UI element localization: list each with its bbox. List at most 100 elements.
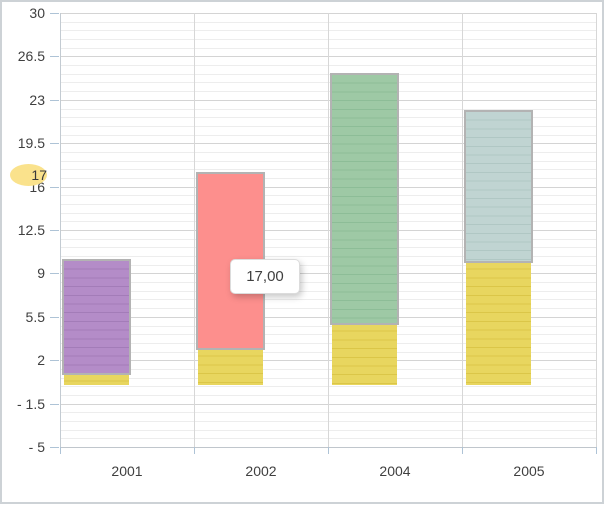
y-axis-tick [50,186,59,188]
minor-gridline [60,264,596,266]
minor-gridline [60,238,596,240]
y-axis-tick-label: 9 [37,265,45,282]
minor-gridline [60,73,596,75]
y-axis-tick [50,360,59,362]
minor-gridline [60,247,596,249]
bar-2002-base-segment[interactable] [198,347,263,385]
major-gridline [60,99,596,101]
x-axis-category-label: 2004 [379,463,411,479]
minor-gridline [60,212,596,214]
minor-gridline [60,412,596,414]
minor-gridline [60,39,596,40]
y-axis-tick [50,13,59,14]
minor-gridline [60,438,596,440]
x-axis-category-label: 2005 [513,463,545,479]
y-axis-tick-label: 16 [29,178,45,195]
x-axis-tick [596,447,597,454]
minor-gridline [60,143,596,145]
x-axis-category-label: 2001 [111,463,143,479]
bar-2004-base-segment[interactable] [332,323,397,385]
x-axis-tick [328,447,329,454]
category-separator-line [596,13,597,447]
bar-2005-top-segment[interactable] [464,110,533,263]
minor-gridline [60,125,596,127]
y-axis-tick [50,99,59,101]
y-axis-tick-label: 19.5 [17,135,45,152]
major-gridline [60,316,596,318]
minor-gridline [60,429,596,431]
data-label-tooltip: 17,00 [230,259,300,294]
minor-gridline [60,273,596,275]
y-axis-tick [50,143,59,145]
minor-gridline [60,177,596,179]
minor-gridline [60,151,596,153]
minor-gridline [60,282,596,284]
category-separator-line [328,13,329,447]
minor-gridline [60,56,596,58]
y-axis-tick [50,316,59,318]
minor-gridline [60,160,596,162]
minor-gridline [60,82,596,84]
minor-gridline [60,117,596,119]
minor-gridline [60,47,596,49]
minor-gridline [60,325,596,327]
minor-gridline [60,65,596,67]
minor-gridline [60,351,596,353]
y-axis-tick-label: - 5 [28,439,45,455]
minor-gridline [60,230,596,231]
major-gridline [60,273,596,275]
minor-gridline [60,342,596,344]
minor-gridline [60,256,596,257]
minor-gridline [60,386,596,388]
y-axis-tick [50,447,59,448]
minor-gridline [60,186,596,188]
minor-gridline [60,91,596,93]
bar-2001-top-segment[interactable] [62,259,131,375]
y-axis-tick-label: 12.5 [17,222,45,238]
minor-gridline [60,308,596,310]
major-gridline [60,230,596,231]
major-gridline [60,143,596,145]
minor-gridline [60,108,596,110]
major-gridline [60,56,596,58]
major-gridline [60,360,596,362]
bar-2001-base-segment[interactable] [64,372,129,385]
minor-gridline [60,421,596,422]
y-axis-line [60,13,61,447]
y-axis-tick [50,273,59,275]
bar-2004-top-segment[interactable] [330,73,399,325]
y-axis-tick [50,230,59,231]
x-axis-category-label: 2002 [245,463,277,479]
x-axis-tick [194,447,195,454]
minor-gridline [60,99,596,101]
minor-gridline [60,394,596,396]
minor-gridline [60,290,596,292]
minor-gridline [60,195,596,197]
x-axis-tick [60,447,61,454]
y-axis-tick-label: 30 [29,5,45,21]
minor-gridline [60,403,596,405]
y-axis-tick [50,56,59,58]
minor-gridline [60,134,596,136]
y-axis-tick-label: 2 [37,352,45,369]
minor-gridline [60,447,596,448]
minor-gridline [60,30,596,32]
y-axis-tick-label: 23 [29,91,45,108]
minor-gridline [60,368,596,370]
minor-gridline [60,360,596,362]
minor-gridline [60,169,596,171]
major-gridline [60,403,596,405]
category-separator-line [194,13,195,447]
bar-2002-top-segment[interactable] [196,172,265,350]
y-axis-tick-label: - 1.5 [16,395,45,412]
axis-highlight-ellipse [10,164,47,186]
bar-2005-base-segment[interactable] [466,261,531,385]
minor-gridline [60,21,596,23]
minor-gridline [60,221,596,223]
y-axis-tick-label: 5.5 [25,308,45,325]
minor-gridline [60,299,596,301]
